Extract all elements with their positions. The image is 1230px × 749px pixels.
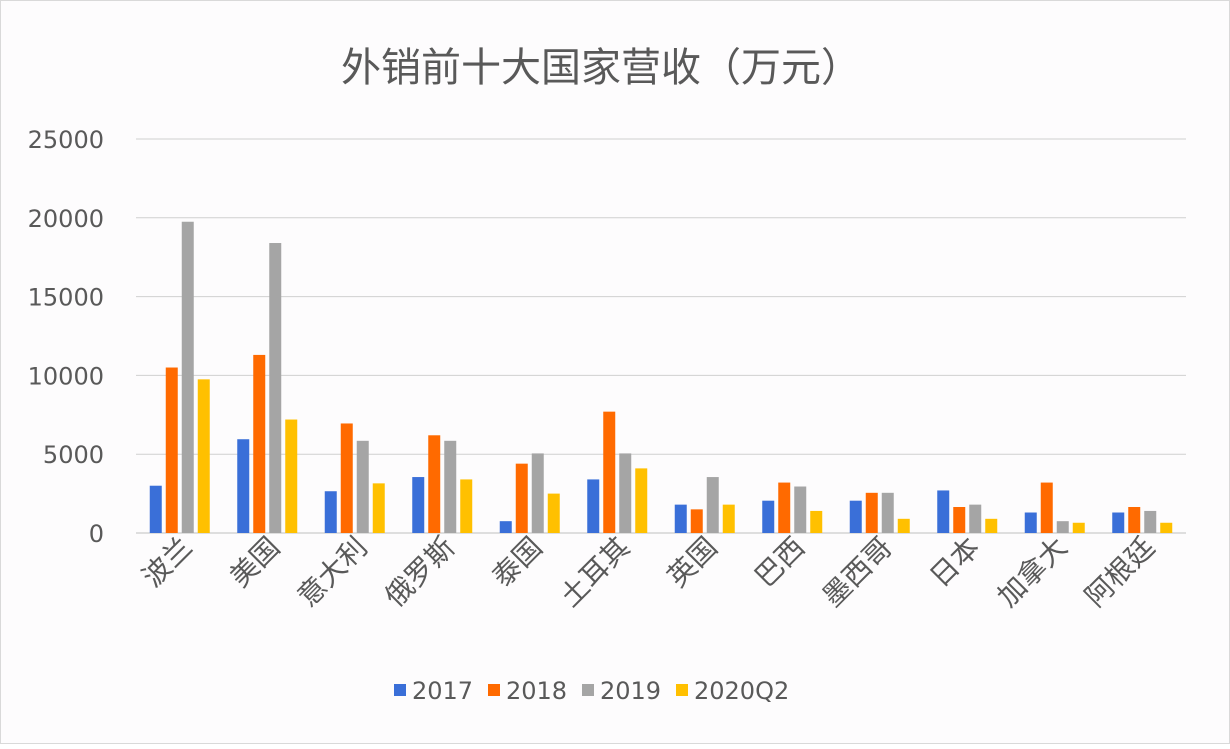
x-tick-label: 波兰 bbox=[136, 531, 199, 594]
x-tick-label: 墨西哥 bbox=[816, 531, 899, 614]
bar-2018-土耳其 bbox=[603, 411, 616, 533]
y-tick-label: 10000 bbox=[28, 362, 104, 390]
bar-2019-加拿大 bbox=[1056, 521, 1069, 533]
bar-2020Q2-加拿大 bbox=[1072, 522, 1085, 533]
x-tick-label: 泰国 bbox=[486, 531, 549, 594]
x-tick-label: 日本 bbox=[923, 531, 986, 594]
bar-2019-墨西哥 bbox=[881, 492, 894, 533]
bar-2018-墨西哥 bbox=[865, 492, 878, 533]
bar-2018-英国 bbox=[690, 509, 703, 533]
x-tick-label: 英国 bbox=[661, 531, 724, 594]
legend-label: 2020Q2 bbox=[694, 677, 789, 705]
y-tick-label: 25000 bbox=[28, 126, 104, 154]
bar-2020Q2-英国 bbox=[722, 504, 735, 533]
bar-2019-波兰 bbox=[181, 221, 194, 534]
bar-2019-美国 bbox=[269, 243, 282, 534]
legend-label: 2017 bbox=[412, 677, 473, 705]
bar-2018-美国 bbox=[253, 354, 266, 533]
y-tick-label: 0 bbox=[89, 520, 104, 548]
bar-2020Q2-阿根廷 bbox=[1160, 522, 1173, 533]
x-tick-label: 加拿大 bbox=[991, 531, 1074, 614]
bar-2018-日本 bbox=[953, 506, 966, 533]
bar-2017-土耳其 bbox=[587, 479, 600, 533]
bar-2019-土耳其 bbox=[619, 453, 632, 533]
y-tick-label: 5000 bbox=[43, 441, 104, 469]
bar-2019-俄罗斯 bbox=[444, 440, 457, 533]
chart-title: 外销前十大国家营收（万元） bbox=[341, 45, 861, 91]
bar-2018-意大利 bbox=[340, 423, 353, 533]
bar-2018-泰国 bbox=[515, 463, 528, 533]
bar-2019-意大利 bbox=[356, 440, 369, 533]
y-tick-label: 15000 bbox=[28, 284, 104, 312]
y-tick-label: 20000 bbox=[28, 205, 104, 233]
bar-2018-俄罗斯 bbox=[428, 435, 441, 533]
x-tick-label: 巴西 bbox=[748, 531, 811, 594]
bar-2019-日本 bbox=[969, 504, 982, 533]
legend-swatch bbox=[488, 684, 500, 696]
x-tick-label: 俄罗斯 bbox=[378, 531, 461, 614]
bar-2019-巴西 bbox=[794, 486, 807, 533]
bar-2019-英国 bbox=[706, 477, 719, 533]
legend-swatch bbox=[676, 684, 688, 696]
bar-2017-日本 bbox=[937, 490, 950, 533]
bar-2017-波兰 bbox=[149, 485, 162, 533]
bar-2019-泰国 bbox=[531, 453, 544, 533]
bar-2019-阿根廷 bbox=[1144, 510, 1157, 533]
bar-2017-加拿大 bbox=[1024, 512, 1037, 533]
x-tick-label: 土耳其 bbox=[553, 531, 636, 614]
bar-2017-泰国 bbox=[499, 521, 512, 533]
x-tick-label: 美国 bbox=[223, 531, 286, 594]
bar-2017-阿根廷 bbox=[1112, 512, 1125, 533]
bar-2020Q2-美国 bbox=[285, 419, 298, 533]
x-tick-label: 阿根廷 bbox=[1078, 531, 1161, 614]
bar-2018-波兰 bbox=[165, 367, 178, 533]
bar-2020Q2-日本 bbox=[985, 518, 998, 533]
bar-2020Q2-墨西哥 bbox=[897, 518, 910, 533]
legend-label: 2019 bbox=[600, 677, 661, 705]
bar-2017-俄罗斯 bbox=[412, 477, 425, 533]
bar-2018-巴西 bbox=[778, 482, 791, 533]
bar-2017-墨西哥 bbox=[849, 500, 862, 533]
bar-2017-巴西 bbox=[762, 500, 775, 533]
bar-2017-英国 bbox=[674, 504, 687, 533]
bar-2020Q2-土耳其 bbox=[635, 468, 648, 533]
bar-2020Q2-巴西 bbox=[810, 510, 823, 533]
bar-2018-加拿大 bbox=[1040, 482, 1053, 533]
bar-2020Q2-俄罗斯 bbox=[460, 479, 473, 533]
bar-2018-阿根廷 bbox=[1128, 506, 1141, 533]
legend-swatch bbox=[582, 684, 594, 696]
bar-2017-意大利 bbox=[324, 491, 337, 533]
bar-2020Q2-波兰 bbox=[197, 379, 210, 533]
x-tick-label: 意大利 bbox=[291, 531, 374, 614]
legend-swatch bbox=[394, 684, 406, 696]
bar-2017-美国 bbox=[237, 439, 250, 533]
bar-2020Q2-意大利 bbox=[372, 483, 385, 533]
legend-label: 2018 bbox=[506, 677, 567, 705]
bar-2020Q2-泰国 bbox=[547, 493, 560, 533]
